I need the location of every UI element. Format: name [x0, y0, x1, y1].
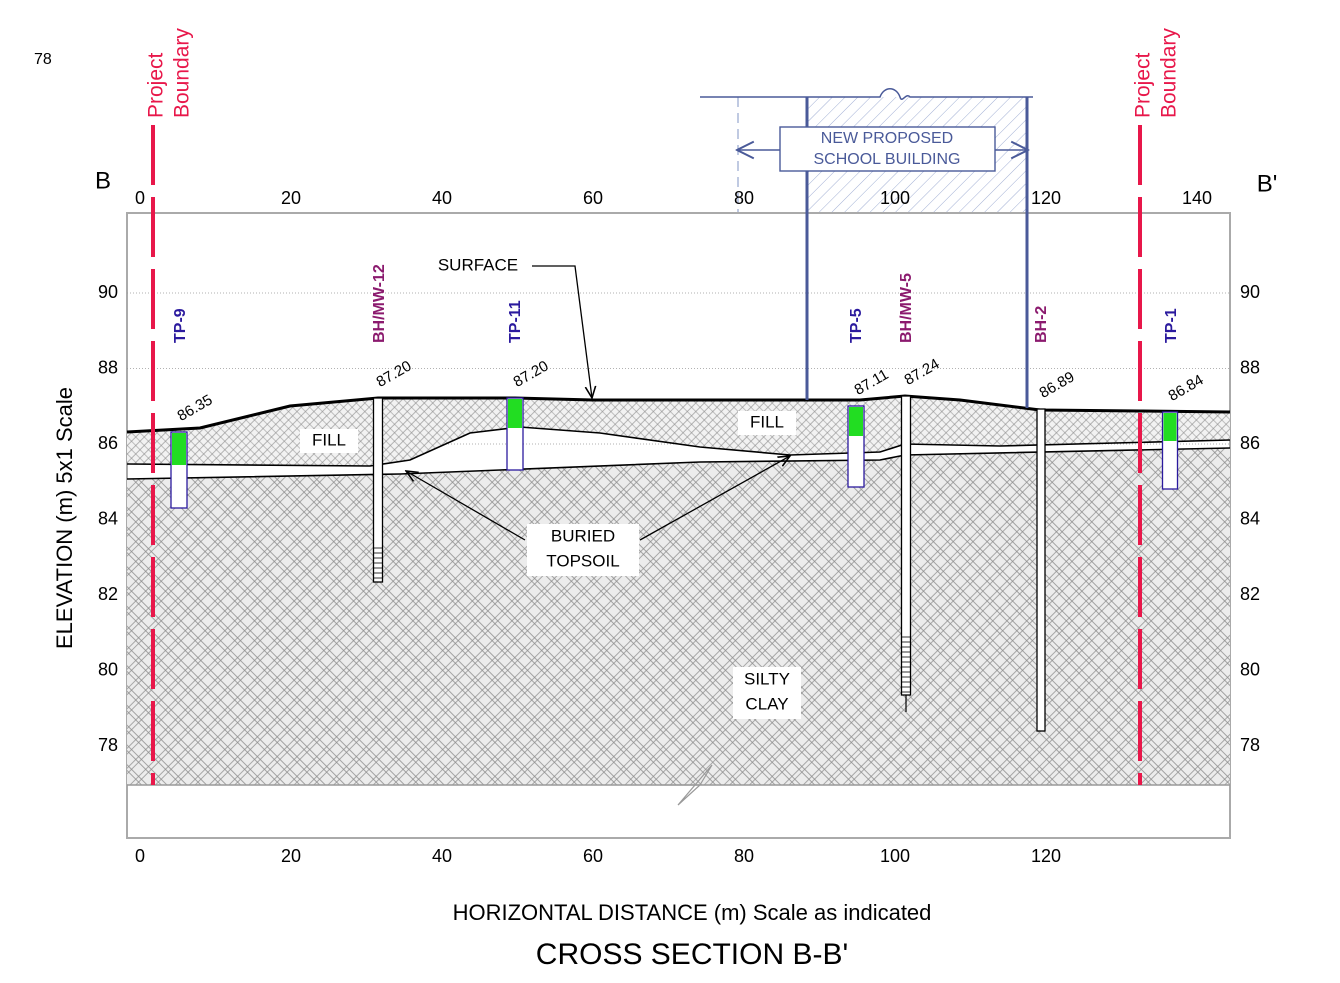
- x-tick-label: 0: [135, 188, 145, 208]
- y-tick-label: 90: [1240, 282, 1260, 302]
- topsoil-label: TOPSOIL: [546, 551, 619, 570]
- y-tick-label: 88: [98, 357, 118, 377]
- y-tick-label: 80: [98, 659, 118, 679]
- borehole-name: TP-9: [172, 308, 189, 343]
- borehole-name: BH/MW-12: [371, 264, 388, 343]
- clay-label: SILTY: [744, 669, 790, 688]
- y-axis-label: ELEVATION (m) 5x1 Scale: [52, 387, 77, 649]
- y-tick-label: 90: [98, 282, 118, 302]
- borehole: [374, 398, 383, 582]
- y-tick-label: 84: [98, 508, 118, 528]
- building-top: [700, 89, 1033, 100]
- section-end: B: [95, 167, 111, 194]
- project-boundary-label: Boundary: [1158, 28, 1181, 118]
- title: CROSS SECTION B-B': [536, 938, 848, 971]
- x-tick-label: 60: [583, 846, 603, 866]
- y-tick-label: 88: [1240, 357, 1260, 377]
- silty-clay: [127, 448, 1230, 785]
- borehole-name: BH/MW-5: [898, 273, 915, 343]
- building-label: SCHOOL BUILDING: [814, 151, 961, 168]
- surface-label: SURFACE: [438, 255, 518, 274]
- fill-label: FILL: [312, 430, 346, 449]
- x-tick-label: 80: [734, 188, 754, 208]
- x-tick-label: 100: [880, 188, 910, 208]
- y-tick-label: 82: [1240, 584, 1260, 604]
- x-tick-label: 20: [281, 846, 301, 866]
- x-axis-label: HORIZONTAL DISTANCE (m) Scale as indicat…: [453, 900, 932, 925]
- borehole: [902, 396, 911, 695]
- x-tick-label: 80: [734, 846, 754, 866]
- topsoil-sample: [172, 433, 186, 465]
- clay-label: CLAY: [745, 694, 788, 713]
- topsoil-sample: [1164, 413, 1177, 441]
- x-tick-label: 60: [583, 188, 603, 208]
- project-boundary-label: Project: [1132, 52, 1155, 118]
- y-tick-label: 84: [1240, 508, 1260, 528]
- borehole: [1037, 409, 1045, 731]
- topsoil-sample: [508, 399, 522, 428]
- borehole-name: TP-11: [507, 300, 524, 343]
- y-tick-label: 86: [98, 433, 118, 453]
- borehole-name: TP-1: [1163, 308, 1180, 343]
- drawing: 78 78 80 80 82 82 84 84 86 86 88 88 90 90 NEW PROPOSED…: [34, 28, 1277, 971]
- y-tick-label: 78: [1240, 735, 1260, 755]
- corner-label: 78: [34, 51, 52, 68]
- x-tick-label: 20: [281, 188, 301, 208]
- x-tick-label: 0: [135, 846, 145, 866]
- y-tick-label: 78: [98, 735, 118, 755]
- borehole-name: BH-2: [1033, 306, 1050, 343]
- borehole-name: TP-5: [848, 308, 865, 343]
- topsoil-label: BURIED: [551, 526, 615, 545]
- y-tick-label: 86: [1240, 433, 1260, 453]
- x-tick-label: 100: [880, 846, 910, 866]
- fill-label: FILL: [750, 412, 784, 431]
- x-tick-label: 140: [1182, 188, 1212, 208]
- x-tick-label: 40: [432, 188, 452, 208]
- x-tick-label: 120: [1031, 846, 1061, 866]
- section-end: B': [1257, 170, 1278, 197]
- y-tick-label: 80: [1240, 659, 1260, 679]
- building-label: NEW PROPOSED: [821, 130, 953, 147]
- project-boundary-label: Boundary: [171, 28, 194, 118]
- y-tick-label: 82: [98, 584, 118, 604]
- topsoil-sample: [849, 407, 863, 436]
- cross-section: 78 78 80 80 82 82 84 84 86 86 88 88 90 90 NEW PROPOSED…: [0, 0, 1340, 983]
- x-tick-label: 120: [1031, 188, 1061, 208]
- project-boundary-label: Project: [145, 52, 168, 118]
- x-tick-label: 40: [432, 846, 452, 866]
